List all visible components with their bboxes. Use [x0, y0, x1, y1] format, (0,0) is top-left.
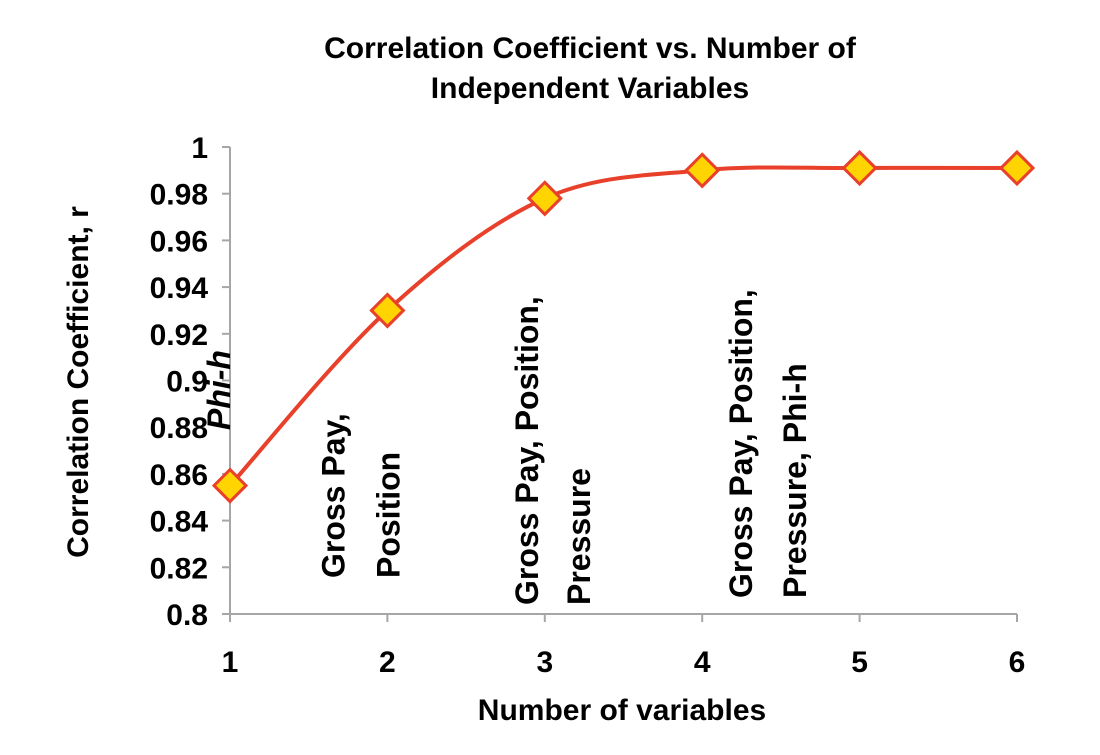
y-tick-label: 0.86 [150, 459, 208, 492]
annotation-label-x3: Pressure [561, 468, 597, 605]
x-tick-label: 4 [694, 646, 711, 679]
y-tick-label: 0.84 [150, 506, 209, 539]
data-point-marker [998, 149, 1036, 187]
y-axis-title: Correlation Coefficient, r [62, 206, 95, 558]
annotation-label-x2: Gross Pay, [315, 413, 351, 578]
y-tick-label: 0.96 [150, 225, 208, 258]
x-tick-label: 6 [1009, 646, 1026, 679]
x-tick-label: 5 [851, 646, 868, 679]
axis-ticks-layer: 0.8 0.82 0.84 0.86 0.88 0.9 0.92 0.94 0.96 0.98 1 1… [150, 132, 1026, 679]
data-point-marker [841, 149, 878, 187]
x-tick-label: 3 [536, 646, 553, 679]
annotation-label-x1: Phi-h [201, 350, 237, 430]
x-tick-label: 2 [379, 646, 396, 679]
y-tick-label: 0.9 [166, 366, 208, 399]
y-tick-label: 0.8 [166, 599, 208, 632]
y-tick-label: 0.98 [150, 179, 208, 212]
data-point-marker [369, 292, 406, 329]
annotation-label-x2: Position [370, 452, 406, 578]
annotation-layer: Phi-h Gross Pay, Position Gross Pay, Positi… [201, 289, 813, 605]
annotation-label-x4: Pressure, Phi-h [777, 363, 813, 598]
data-point-marker [684, 152, 721, 189]
y-tick-label: 0.94 [150, 272, 209, 305]
x-axis-title: Number of variables [478, 694, 766, 727]
y-tick-label: 0.92 [150, 319, 208, 352]
data-point-marker [526, 180, 563, 217]
data-point-marker [211, 467, 249, 504]
annotation-label-x4: Gross Pay, Position, [723, 289, 759, 598]
annotation-label-x3: Gross Pay, Position, [509, 296, 545, 605]
series-layer [211, 149, 1036, 504]
x-tick-label: 1 [222, 646, 239, 679]
y-tick-label: 0.82 [150, 552, 208, 585]
chart-title-line-1: Correlation Coefficient vs. Number of [324, 32, 857, 65]
y-tick-label: 0.88 [150, 412, 208, 445]
chart-title-line-2: Independent Variables [431, 72, 749, 105]
y-tick-label: 1 [191, 132, 208, 165]
